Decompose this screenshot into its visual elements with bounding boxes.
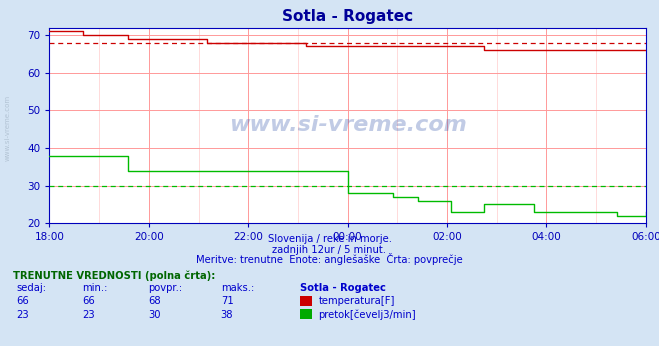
Text: 66: 66 bbox=[82, 297, 95, 307]
Text: zadnjih 12ur / 5 minut.: zadnjih 12ur / 5 minut. bbox=[273, 245, 386, 255]
Text: 68: 68 bbox=[148, 297, 161, 307]
Text: www.si-vreme.com: www.si-vreme.com bbox=[5, 95, 11, 161]
Text: www.si-vreme.com: www.si-vreme.com bbox=[229, 116, 467, 135]
Text: TRENUTNE VREDNOSTI (polna črta):: TRENUTNE VREDNOSTI (polna črta): bbox=[13, 270, 215, 281]
Text: min.:: min.: bbox=[82, 283, 108, 293]
Text: sedaj:: sedaj: bbox=[16, 283, 47, 293]
Text: pretok[čevelj3/min]: pretok[čevelj3/min] bbox=[318, 309, 416, 320]
Text: Slovenija / reke in morje.: Slovenija / reke in morje. bbox=[268, 234, 391, 244]
Text: Meritve: trenutne  Enote: anglešaške  Črta: povprečje: Meritve: trenutne Enote: anglešaške Črta… bbox=[196, 253, 463, 265]
Text: Sotla - Rogatec: Sotla - Rogatec bbox=[300, 283, 386, 293]
Text: 71: 71 bbox=[221, 297, 233, 307]
Text: 38: 38 bbox=[221, 310, 233, 320]
Text: 23: 23 bbox=[82, 310, 95, 320]
Text: maks.:: maks.: bbox=[221, 283, 254, 293]
Text: 23: 23 bbox=[16, 310, 29, 320]
Title: Sotla - Rogatec: Sotla - Rogatec bbox=[282, 9, 413, 24]
Text: povpr.:: povpr.: bbox=[148, 283, 183, 293]
Text: 30: 30 bbox=[148, 310, 161, 320]
Text: temperatura[F]: temperatura[F] bbox=[318, 297, 395, 307]
Text: 66: 66 bbox=[16, 297, 29, 307]
